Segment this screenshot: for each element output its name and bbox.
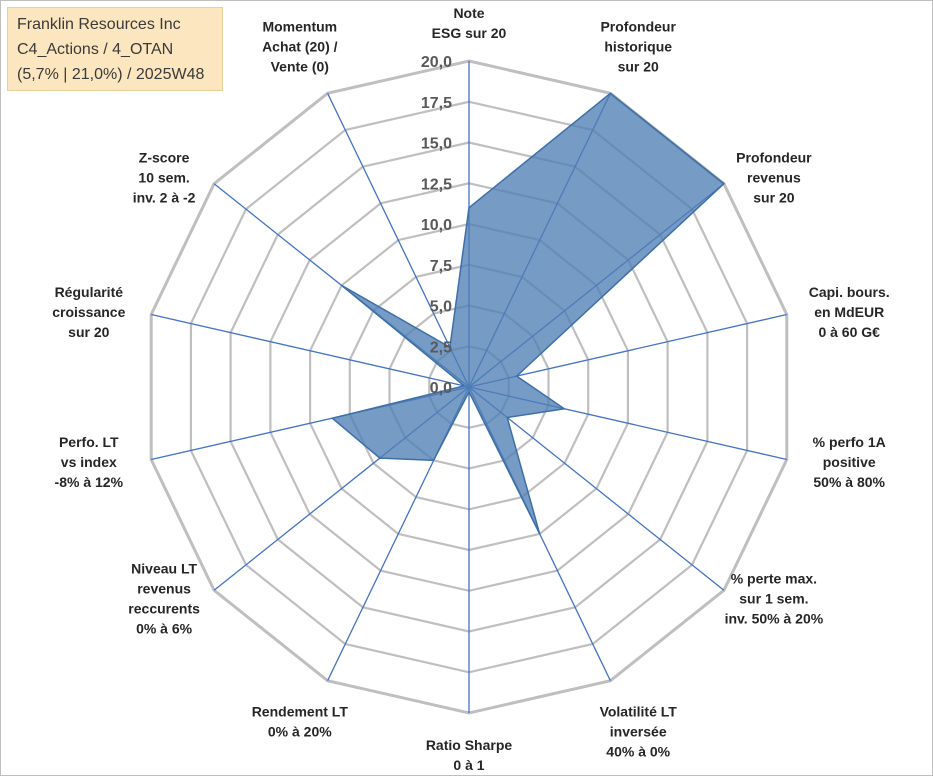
axis-label-10: Niveau LT revenus reccurents 0% à 6% (128, 561, 200, 637)
axis-label-line: -8% à 12% (55, 474, 124, 490)
axis-label-3: Profondeur revenus sur 20 (736, 150, 812, 206)
axis-label-line: 0% à 6% (136, 621, 193, 637)
axis-label-line: ESG sur 20 (432, 25, 507, 41)
tick-label: 20,0 (421, 54, 452, 71)
axis-label-line: positive (823, 454, 876, 470)
tick-label: 17,5 (421, 95, 452, 112)
axis-label-line: en MdEUR (814, 304, 884, 320)
axis-label-line: 50% à 80% (813, 474, 885, 490)
axis-label-line: Capi. bours. (809, 284, 890, 300)
axis-label-1: Note ESG sur 20 (432, 5, 507, 41)
tick-label: 15,0 (421, 136, 452, 153)
axis-label-8: Ratio Sharpe 0 à 1 (426, 737, 513, 773)
axis-label-line: Profondeur (736, 150, 812, 166)
axis-label-6: % perte max. sur 1 sem. inv. 50% à 20% (725, 571, 824, 627)
axis-label-line: vs index (61, 454, 117, 470)
tick-label: 10,0 (421, 217, 452, 234)
axis-label-line: Note (453, 5, 484, 21)
axis-label-line: Rendement LT (252, 704, 349, 720)
axis-label-line: Achat (20) / (262, 38, 338, 54)
axis-label-13: Z-score 10 sem. inv. 2 à -2 (133, 150, 196, 206)
axis-label-line: Profondeur (600, 18, 676, 34)
axis-label-line: sur 20 (68, 324, 109, 340)
axis-label-line: Z-score (139, 150, 190, 166)
axis-label-line: revenus (747, 170, 801, 186)
axis-label-line: reccurents (128, 601, 200, 617)
axis-label-7: Volatilité LT inversée 40% à 0% (600, 704, 678, 760)
axis-label-line: 0 à 60 G€ (818, 324, 880, 340)
axis-label-line: 0 à 1 (453, 757, 484, 773)
axis-label-line: 10 sem. (138, 170, 189, 186)
axis-label-9: Rendement LT 0% à 20% (252, 704, 349, 740)
axis-label-line: sur 20 (753, 190, 794, 206)
tick-label: 0,0 (430, 380, 452, 397)
axis-label-line: % perfo 1A (813, 434, 886, 450)
axis-label-4: Capi. bours. en MdEUR 0 à 60 G€ (809, 284, 890, 340)
axis-label-12: Régularité croissance sur 20 (52, 284, 125, 340)
axis-label-line: Vente (0) (271, 58, 329, 74)
axis-label-line: Niveau LT (131, 561, 197, 577)
tick-label: 2,5 (430, 339, 452, 356)
axis-label-line: Régularité (55, 284, 124, 300)
axis-label-line: Perfo. LT (59, 434, 119, 450)
axis-label-line: Momentum (262, 18, 337, 34)
axis-label-5: % perfo 1A positive 50% à 80% (813, 434, 886, 490)
tick-label: 12,5 (421, 176, 452, 193)
axis-label-line: inv. 2 à -2 (133, 190, 196, 206)
tick-label: 7,5 (430, 258, 452, 275)
axis-label-11: Perfo. LT vs index -8% à 12% (55, 434, 124, 490)
axis-label-line: Volatilité LT (600, 704, 678, 720)
axis-label-line: croissance (52, 304, 125, 320)
axis-label-line: 0% à 20% (268, 724, 332, 740)
axis-label-line: Ratio Sharpe (426, 737, 513, 753)
axis-label-line: 40% à 0% (606, 744, 670, 760)
axis-label-line: historique (604, 38, 672, 54)
axis-label-line: inv. 50% à 20% (725, 611, 824, 627)
axis-label-line: sur 1 sem. (739, 591, 808, 607)
axis-label-line: inversée (610, 724, 667, 740)
axis-label-line: revenus (137, 581, 191, 597)
axis-label-line: sur 20 (618, 58, 659, 74)
axis-label-14: Momentum Achat (20) / Vente (0) (262, 18, 338, 74)
tick-label: 5,0 (430, 299, 452, 316)
axis-label-2: Profondeur historique sur 20 (600, 18, 676, 74)
axis-label-line: % perte max. (731, 571, 817, 587)
